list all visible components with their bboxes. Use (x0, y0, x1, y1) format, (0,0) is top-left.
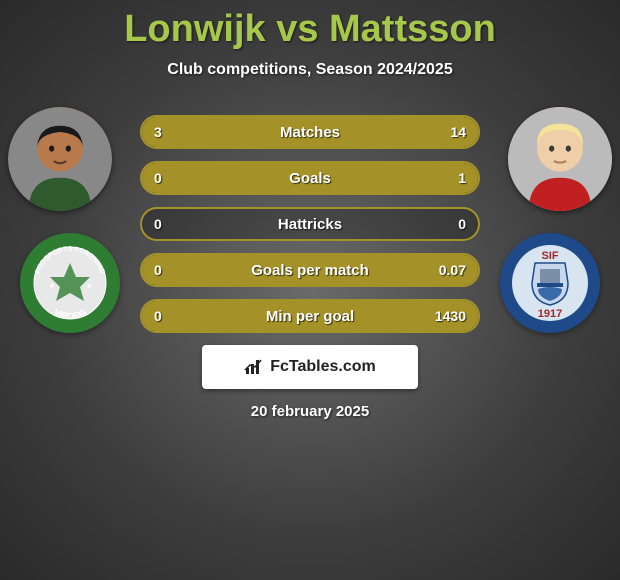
chart-icon (244, 358, 264, 376)
stat-left-value: 0 (154, 262, 162, 278)
page-title: Lonwijk vs Mattsson (0, 0, 620, 51)
date-text: 20 february 2025 (0, 403, 620, 420)
stats-bars: 3 Matches 14 0 Goals 1 0 Hattricks 0 0 Goals per m… (140, 107, 480, 333)
svg-text:1917: 1917 (538, 308, 562, 320)
stat-right-value: 0 (458, 216, 466, 232)
stat-right-value: 0.07 (439, 262, 466, 278)
watermark: FcTables.com (202, 345, 418, 389)
stat-left-value: 0 (154, 216, 162, 232)
club-left-badge: FODSPORTS FORENING VIBORG ★ ★ (20, 233, 120, 333)
svg-text:★: ★ (86, 282, 92, 290)
stat-bar: 0 Goals 1 (140, 161, 480, 195)
stat-label: Matches (280, 124, 340, 141)
stat-bar: 0 Goals per match 0.07 (140, 253, 480, 287)
stat-bar: 3 Matches 14 (140, 115, 480, 149)
stat-label: Min per goal (266, 308, 354, 325)
stat-bar: 0 Min per goal 1430 (140, 299, 480, 333)
svg-text:SIF: SIF (541, 250, 558, 262)
stat-left-value: 3 (154, 124, 162, 140)
svg-text:★: ★ (49, 282, 55, 290)
stat-label: Goals (289, 170, 331, 187)
subtitle: Club competitions, Season 2024/2025 (0, 61, 620, 79)
player-right-avatar (508, 107, 612, 211)
stat-right-value: 1 (458, 170, 466, 186)
stat-label: Goals per match (251, 262, 369, 279)
stat-bar: 0 Hattricks 0 (140, 207, 480, 241)
stat-right-value: 1430 (435, 308, 466, 324)
player-left-avatar (8, 107, 112, 211)
bar-fill-left (142, 117, 202, 147)
watermark-text: FcTables.com (270, 358, 376, 376)
stat-left-value: 0 (154, 308, 162, 324)
stat-right-value: 14 (450, 124, 466, 140)
stat-left-value: 0 (154, 170, 162, 186)
club-right-badge: SIF 1917 (500, 233, 600, 333)
comparison-panel: FODSPORTS FORENING VIBORG ★ ★ SIF 1917 3… (0, 107, 620, 333)
stat-label: Hattricks (278, 216, 342, 233)
bar-fill-right (202, 117, 478, 147)
